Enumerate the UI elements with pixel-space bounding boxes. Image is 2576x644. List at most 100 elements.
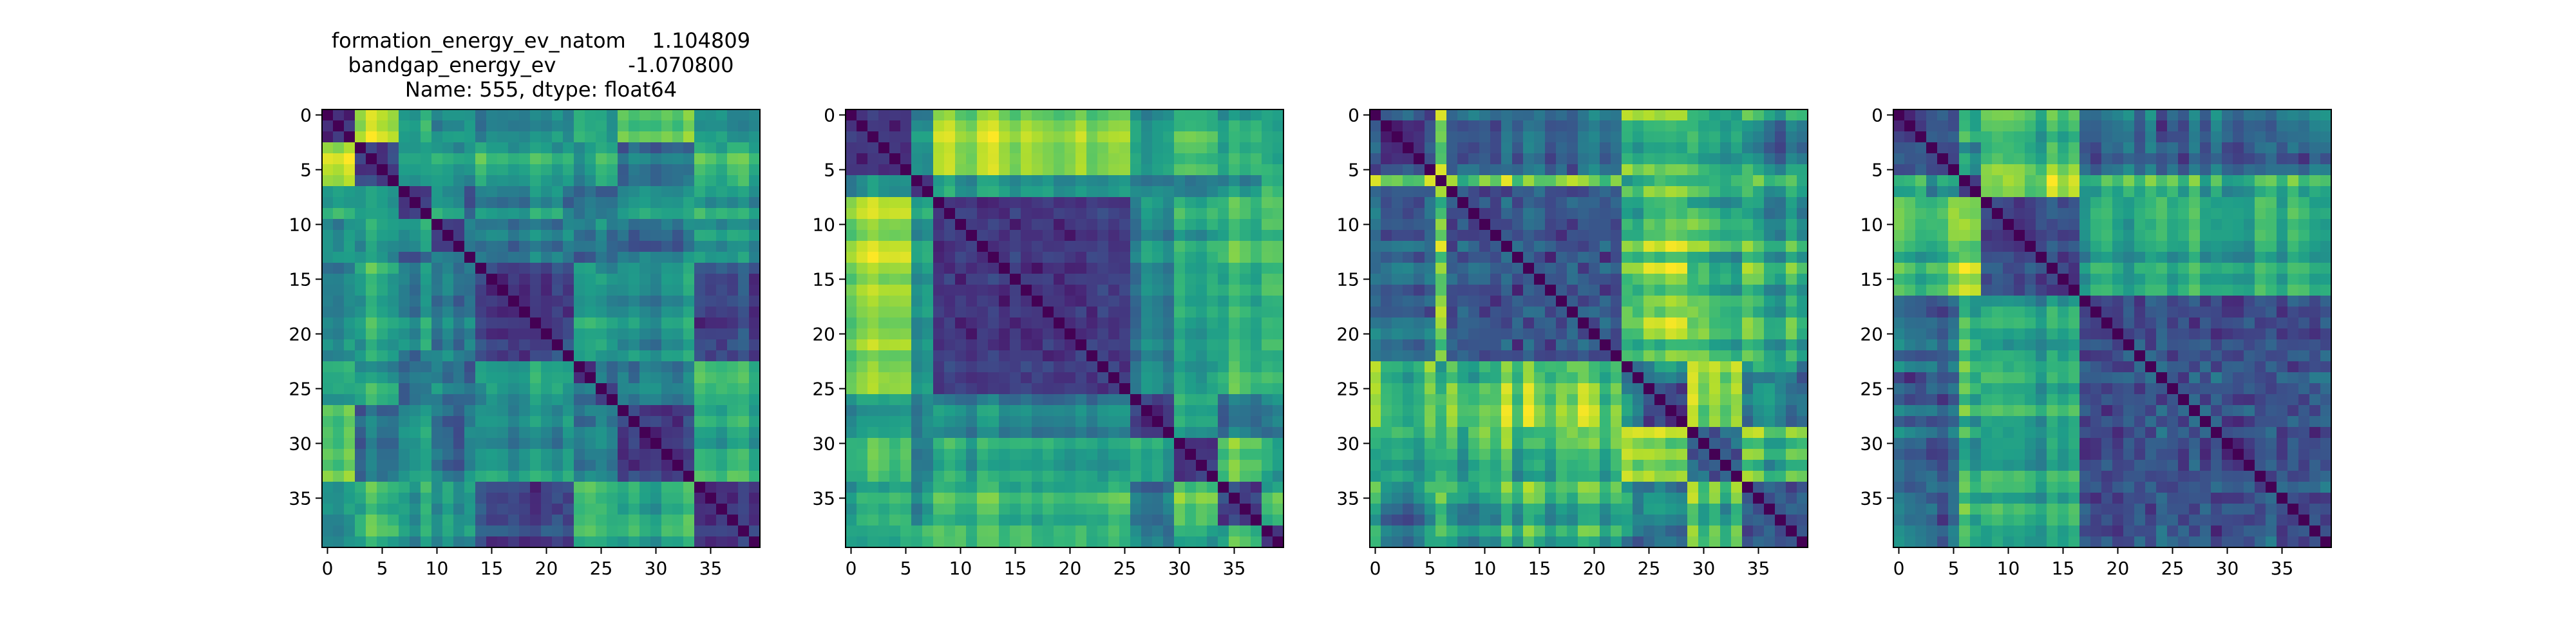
heatmap-cell	[1251, 394, 1262, 406]
heatmap-cell	[1163, 120, 1175, 132]
heatmap-cell	[999, 197, 1010, 209]
heatmap-cell	[1163, 285, 1175, 296]
heatmap-cell	[1567, 482, 1578, 493]
heatmap-cell	[410, 361, 421, 373]
heatmap-cell	[1731, 504, 1743, 515]
heatmap-cell	[377, 252, 388, 263]
heatmap-cell	[1742, 339, 1754, 351]
heatmap-cell	[1054, 471, 1065, 482]
heatmap-cell	[410, 296, 421, 307]
heatmap-cell	[889, 142, 901, 154]
heatmap-cell	[1010, 296, 1021, 307]
heatmap-cell	[1032, 263, 1043, 274]
heatmap-cell	[1174, 131, 1186, 143]
y-tick-label: 5	[1348, 160, 1359, 181]
heatmap-cell	[607, 328, 618, 340]
heatmap-cell	[453, 339, 465, 351]
heatmap-cell	[629, 317, 640, 329]
heatmap-cell	[1163, 416, 1175, 428]
heatmap-cell	[1119, 361, 1131, 373]
heatmap-cell	[749, 394, 761, 406]
heatmap-cell	[1926, 131, 1938, 143]
heatmap-cell	[2025, 120, 2036, 132]
heatmap-cell	[1174, 317, 1186, 329]
heatmap-cell	[1021, 339, 1032, 351]
heatmap-cell	[857, 438, 868, 450]
heatmap-cell	[497, 438, 509, 450]
heatmap-cell	[1720, 427, 1732, 439]
heatmap-cell	[377, 164, 388, 176]
heatmap-cell	[1753, 263, 1765, 274]
heatmap-cell	[683, 208, 695, 220]
heatmap-cell	[333, 252, 345, 263]
heatmap-cell	[497, 383, 509, 395]
heatmap-cell	[1163, 197, 1175, 209]
heatmap-cell	[1775, 120, 1786, 132]
heatmap-cell	[442, 361, 454, 373]
heatmap-cell	[1086, 482, 1098, 493]
heatmap-cell	[1021, 274, 1032, 285]
heatmap-cell	[1643, 372, 1655, 384]
heatmap-cell	[672, 230, 684, 242]
heatmap-cell	[1479, 504, 1491, 515]
heatmap-cell	[541, 285, 553, 296]
heatmap-cell	[596, 296, 607, 307]
heatmap-cell	[1086, 120, 1098, 132]
heatmap-cell	[1043, 339, 1054, 351]
heatmap-cell	[1512, 493, 1524, 504]
heatmap-cell	[1403, 175, 1414, 187]
heatmap-cell	[1720, 372, 1732, 384]
heatmap-cell	[1600, 307, 1611, 318]
heatmap-cell	[563, 482, 574, 493]
heatmap-cell	[1611, 274, 1622, 285]
heatmap-cell	[846, 296, 857, 307]
heatmap-cell	[1797, 339, 1808, 351]
heatmap-cell	[1622, 449, 1633, 460]
panel-title: formation_energy_ev_natom 1.104809bandga…	[332, 28, 750, 102]
heatmap-cell	[1370, 197, 1381, 209]
heatmap-cell	[1709, 219, 1721, 231]
heatmap-cell	[1545, 416, 1557, 428]
heatmap-cell	[1490, 416, 1502, 428]
heatmap-cell	[1196, 186, 1208, 198]
heatmap-cell	[705, 372, 717, 384]
heatmap-cell	[1567, 109, 1578, 121]
heatmap-cell	[672, 372, 684, 384]
heatmap-cell	[410, 471, 421, 482]
heatmap-cell	[639, 153, 651, 165]
heatmap-cell	[1065, 230, 1076, 242]
heatmap-cell	[716, 350, 728, 362]
heatmap-cell	[1654, 493, 1666, 504]
heatmap-cell	[388, 317, 399, 329]
heatmap-cell	[749, 153, 761, 165]
heatmap-cell	[1065, 339, 1076, 351]
heatmap-cell	[683, 438, 695, 450]
heatmap-cell	[541, 328, 553, 340]
heatmap-cell	[2112, 120, 2124, 132]
heatmap-cell	[878, 131, 890, 143]
heatmap-cell	[683, 296, 695, 307]
heatmap-cell	[1731, 328, 1743, 340]
heatmap-cell	[519, 460, 531, 471]
heatmap-cell	[541, 208, 553, 220]
heatmap-cell	[933, 252, 945, 263]
heatmap-cell	[1435, 526, 1447, 537]
heatmap-cell	[867, 164, 879, 176]
heatmap-cell	[1512, 241, 1524, 252]
heatmap-cell	[1468, 350, 1480, 362]
heatmap-cell	[410, 142, 421, 154]
heatmap-cell	[1196, 372, 1208, 384]
heatmap-cell	[607, 394, 618, 406]
heatmap-cell	[1218, 372, 1229, 384]
heatmap-cell	[377, 394, 388, 406]
heatmap-cell	[639, 427, 651, 439]
heatmap-cell	[705, 339, 717, 351]
heatmap-cell	[1273, 230, 1284, 242]
heatmap-cell	[1010, 219, 1021, 231]
heatmap-cell	[541, 142, 553, 154]
heatmap-cell	[955, 460, 967, 471]
heatmap-cell	[629, 504, 640, 515]
heatmap-cell	[1130, 307, 1142, 318]
heatmap-cell	[1512, 131, 1524, 143]
heatmap-cell	[639, 438, 651, 450]
